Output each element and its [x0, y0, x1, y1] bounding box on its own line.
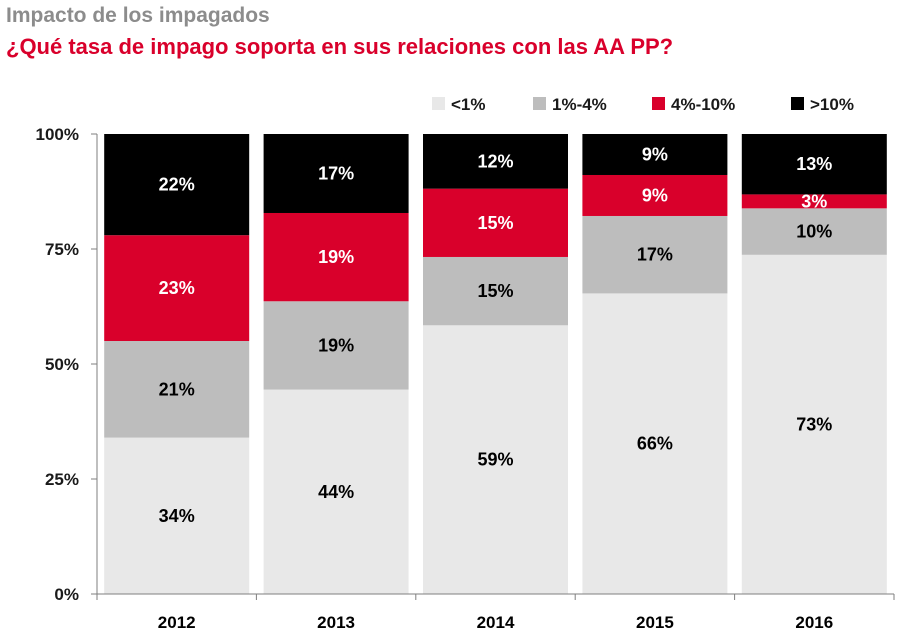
data-label: 22%: [159, 175, 195, 195]
data-label: 66%: [637, 434, 673, 454]
bar-segment: [741, 194, 887, 209]
legend-label: 4%-10%: [671, 95, 735, 114]
chart-title: Impacto de los impagados: [6, 4, 270, 27]
data-label: 59%: [477, 450, 513, 470]
data-label: 21%: [159, 379, 195, 399]
y-tick-label: 75%: [45, 240, 79, 259]
data-label: 3%: [801, 191, 827, 211]
legend-swatch: [652, 97, 665, 110]
bar-segment: [104, 437, 250, 594]
bar-segment: [423, 256, 568, 326]
chart-subtitle: ¿Qué tasa de impago soporta en sus relac…: [6, 34, 674, 59]
y-tick-label: 50%: [45, 355, 79, 374]
bar-segment: [263, 389, 409, 594]
x-tick-label: 2013: [317, 613, 355, 632]
data-label: 17%: [318, 163, 354, 183]
bar-segment: [423, 134, 568, 189]
bar-segment: [263, 212, 409, 302]
x-tick-label: 2012: [158, 613, 196, 632]
data-label: 17%: [637, 245, 673, 265]
data-label: 9%: [642, 144, 668, 164]
legend-swatch: [432, 97, 445, 110]
bar-segment: [582, 134, 728, 175]
bar-segment: [741, 254, 887, 594]
bar-segment: [423, 325, 568, 594]
bar-segment: [741, 134, 887, 195]
data-label: 12%: [477, 151, 513, 171]
data-label: 44%: [318, 482, 354, 502]
legend-swatch: [791, 97, 804, 110]
bar-segment: [582, 293, 728, 594]
bar-segment: [263, 134, 409, 213]
bar-segment: [582, 215, 728, 294]
data-label: 23%: [159, 278, 195, 298]
x-tick-label: 2015: [636, 613, 674, 632]
legend-swatch: [533, 97, 546, 110]
data-label: 9%: [642, 185, 668, 205]
data-label: 13%: [796, 154, 832, 174]
data-label: 73%: [796, 414, 832, 434]
bar-segment: [423, 188, 568, 257]
bar-segment: [104, 134, 250, 236]
data-label: 15%: [477, 213, 513, 233]
bar-segment: [104, 341, 250, 438]
data-label: 19%: [318, 247, 354, 267]
x-tick-label: 2016: [795, 613, 833, 632]
data-label: 34%: [159, 506, 195, 526]
x-tick-label: 2014: [477, 613, 515, 632]
data-label: 10%: [796, 222, 832, 242]
legend-label: 1%-4%: [552, 95, 607, 114]
legend-label: >10%: [810, 95, 854, 114]
bar-segment: [263, 301, 409, 390]
y-tick-label: 0%: [54, 585, 79, 604]
data-label: 15%: [477, 281, 513, 301]
y-tick-label: 100%: [36, 125, 79, 144]
bar-segment: [741, 208, 887, 255]
data-label: 19%: [318, 335, 354, 355]
bar-segment: [104, 235, 250, 341]
legend-label: <1%: [451, 95, 486, 114]
y-tick-label: 25%: [45, 470, 79, 489]
bar-segment: [582, 174, 728, 216]
